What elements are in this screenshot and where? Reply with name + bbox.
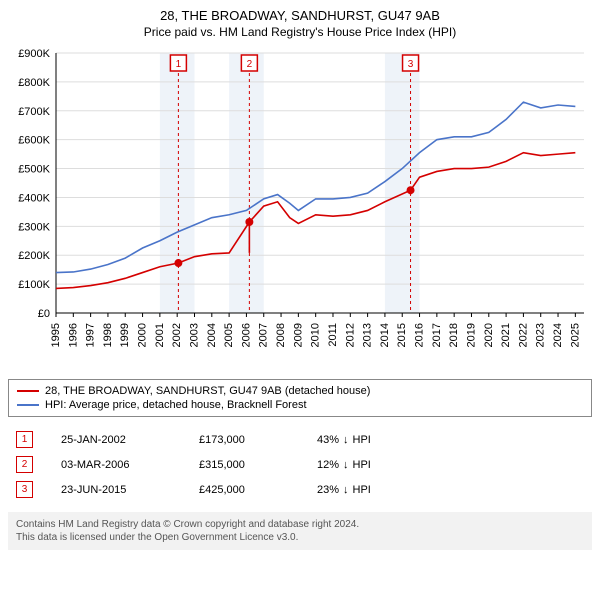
svg-text:2013: 2013 bbox=[362, 323, 374, 347]
svg-text:2012: 2012 bbox=[344, 323, 356, 347]
svg-text:2022: 2022 bbox=[517, 323, 529, 347]
markers-table: 1 25-JAN-2002 £173,000 43% ↓ HPI 2 03-MAR-200… bbox=[8, 423, 592, 506]
svg-text:1: 1 bbox=[176, 59, 182, 70]
svg-text:£400K: £400K bbox=[18, 192, 50, 204]
svg-text:2014: 2014 bbox=[379, 323, 391, 347]
svg-text:2001: 2001 bbox=[154, 323, 166, 347]
down-arrow-icon: ↓ bbox=[343, 434, 349, 446]
legend-row-property: 28, THE BROADWAY, SANDHURST, GU47 9AB (d… bbox=[17, 384, 583, 398]
svg-text:2005: 2005 bbox=[223, 323, 235, 347]
svg-text:2010: 2010 bbox=[310, 323, 322, 347]
svg-text:2015: 2015 bbox=[396, 323, 408, 347]
marker-date: 03-MAR-2006 bbox=[61, 459, 171, 471]
chart-title-block: 28, THE BROADWAY, SANDHURST, GU47 9AB Pr… bbox=[8, 8, 592, 39]
svg-text:2009: 2009 bbox=[292, 323, 304, 347]
svg-text:2006: 2006 bbox=[240, 323, 252, 347]
svg-text:2017: 2017 bbox=[431, 323, 443, 347]
svg-text:1996: 1996 bbox=[67, 323, 79, 347]
svg-text:2002: 2002 bbox=[171, 323, 183, 347]
svg-text:2021: 2021 bbox=[500, 323, 512, 347]
svg-text:£500K: £500K bbox=[18, 164, 50, 176]
marker-badge: 2 bbox=[16, 456, 33, 473]
svg-text:2018: 2018 bbox=[448, 323, 460, 347]
chart-svg: £0 £100K £200K £300K £400K £500K £600K £700K £80… bbox=[8, 43, 592, 373]
marker-date: 25-JAN-2002 bbox=[61, 434, 171, 446]
svg-text:1998: 1998 bbox=[102, 323, 114, 347]
marker-price: £315,000 bbox=[199, 459, 289, 471]
svg-text:2008: 2008 bbox=[275, 323, 287, 347]
down-arrow-icon: ↓ bbox=[343, 484, 349, 496]
svg-text:2007: 2007 bbox=[258, 323, 270, 347]
svg-text:2025: 2025 bbox=[569, 323, 581, 347]
marker-row: 2 03-MAR-2006 £315,000 12% ↓ HPI bbox=[8, 452, 592, 477]
svg-text:2003: 2003 bbox=[188, 323, 200, 347]
marker-diff: 12% ↓ HPI bbox=[317, 459, 371, 471]
chart-title-sub: Price paid vs. HM Land Registry's House … bbox=[8, 25, 592, 39]
svg-text:2019: 2019 bbox=[465, 323, 477, 347]
down-arrow-icon: ↓ bbox=[343, 459, 349, 471]
svg-text:£0: £0 bbox=[38, 308, 50, 320]
svg-text:£900K: £900K bbox=[18, 48, 50, 60]
legend: 28, THE BROADWAY, SANDHURST, GU47 9AB (d… bbox=[8, 379, 592, 417]
svg-text:1999: 1999 bbox=[119, 323, 131, 347]
marker-price: £173,000 bbox=[199, 434, 289, 446]
svg-text:£600K: £600K bbox=[18, 135, 50, 147]
svg-text:2: 2 bbox=[247, 59, 253, 70]
svg-text:£300K: £300K bbox=[18, 221, 50, 233]
footer-line2: This data is licensed under the Open Gov… bbox=[16, 531, 584, 544]
legend-swatch-hpi bbox=[17, 404, 39, 406]
marker-badge: 1 bbox=[16, 431, 33, 448]
marker-row: 3 23-JUN-2015 £425,000 23% ↓ HPI bbox=[8, 477, 592, 502]
footer-line1: Contains HM Land Registry data © Crown c… bbox=[16, 518, 584, 531]
marker-badge: 3 bbox=[16, 481, 33, 498]
svg-text:3: 3 bbox=[408, 59, 414, 70]
svg-text:2023: 2023 bbox=[535, 323, 547, 347]
svg-text:2016: 2016 bbox=[414, 323, 426, 347]
marker-row: 1 25-JAN-2002 £173,000 43% ↓ HPI bbox=[8, 427, 592, 452]
marker-diff: 23% ↓ HPI bbox=[317, 484, 371, 496]
svg-text:1997: 1997 bbox=[85, 323, 97, 347]
footer-attribution: Contains HM Land Registry data © Crown c… bbox=[8, 512, 592, 550]
legend-label-hpi: HPI: Average price, detached house, Brac… bbox=[45, 399, 307, 411]
svg-text:£800K: £800K bbox=[18, 77, 50, 89]
legend-row-hpi: HPI: Average price, detached house, Brac… bbox=[17, 398, 583, 412]
svg-text:£200K: £200K bbox=[18, 250, 50, 262]
legend-label-property: 28, THE BROADWAY, SANDHURST, GU47 9AB (d… bbox=[45, 385, 370, 397]
svg-text:2000: 2000 bbox=[137, 323, 149, 347]
svg-text:£100K: £100K bbox=[18, 279, 50, 291]
marker-diff: 43% ↓ HPI bbox=[317, 434, 371, 446]
marker-price: £425,000 bbox=[199, 484, 289, 496]
legend-swatch-property bbox=[17, 390, 39, 392]
chart-area: £0 £100K £200K £300K £400K £500K £600K £700K £80… bbox=[8, 43, 592, 373]
svg-text:2024: 2024 bbox=[552, 323, 564, 347]
svg-text:2020: 2020 bbox=[483, 323, 495, 347]
svg-text:£700K: £700K bbox=[18, 106, 50, 118]
chart-title-main: 28, THE BROADWAY, SANDHURST, GU47 9AB bbox=[8, 8, 592, 23]
svg-text:2004: 2004 bbox=[206, 323, 218, 347]
marker-date: 23-JUN-2015 bbox=[61, 484, 171, 496]
svg-text:2011: 2011 bbox=[327, 323, 339, 347]
svg-text:1995: 1995 bbox=[50, 323, 62, 347]
